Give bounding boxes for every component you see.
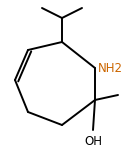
Text: OH: OH [84,135,102,148]
Text: NH2: NH2 [98,62,123,75]
